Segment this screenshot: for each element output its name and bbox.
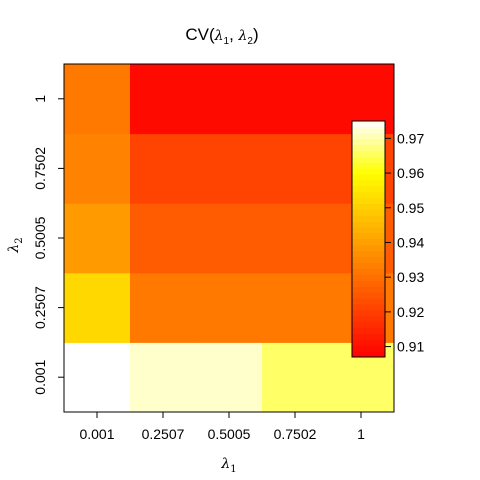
heatmap-cell <box>130 342 197 413</box>
y-tick-label: 0.7502 <box>32 147 48 190</box>
x-tick-label: 0.7502 <box>274 426 317 442</box>
y-tick-label: 0.5005 <box>32 216 48 259</box>
colorbar-frame <box>351 120 386 358</box>
heatmap-cell <box>130 133 197 204</box>
colorbar-step <box>352 244 385 252</box>
colorbar-step <box>352 339 385 346</box>
heatmap-cell <box>64 272 131 343</box>
colorbar-step <box>352 345 385 352</box>
y-axis: 0.001 0.2507 0.5005 0.7502 1 <box>32 95 64 395</box>
x-tick-label: 0.2507 <box>142 426 185 442</box>
colorbar-step <box>352 321 385 328</box>
colorbar-step <box>352 221 385 228</box>
colorbar-step <box>352 351 385 358</box>
colorbar-tick-label: 0.91 <box>397 339 424 355</box>
colorbar-step <box>352 256 385 263</box>
colorbar-step <box>352 303 385 311</box>
colorbar-step <box>352 315 385 322</box>
colorbar-tick-label: 0.94 <box>397 234 424 250</box>
x-axis-label: λ1 <box>220 456 236 475</box>
colorbar-step <box>352 309 385 317</box>
colorbar-tick-label: 0.95 <box>397 200 424 216</box>
x-tick-label: 0.001 <box>79 426 114 442</box>
colorbar-step <box>352 250 385 258</box>
heatmap-cell <box>196 203 263 274</box>
colorbar-tick-label: 0.92 <box>397 304 424 320</box>
colorbar-step <box>352 262 385 269</box>
colorbar-step <box>352 185 385 193</box>
colorbar-step <box>352 156 385 163</box>
colorbar-step <box>352 132 385 140</box>
heatmap-cell <box>262 272 329 343</box>
colorbar-step <box>352 168 385 175</box>
x-tick-label: 1 <box>357 426 365 442</box>
colorbar-step <box>352 268 385 275</box>
heatmap-cell <box>196 64 263 135</box>
y-tick-label: 0.2507 <box>32 286 48 329</box>
colorbar-step <box>352 180 385 187</box>
colorbar-step <box>352 209 385 216</box>
colorbar-step <box>352 292 385 299</box>
y-axis-label: λ2 <box>6 237 25 253</box>
heatmap-cell <box>64 64 131 135</box>
heatmap-cell <box>262 64 329 135</box>
heatmap-cell <box>262 133 329 204</box>
heatmap-cells <box>64 64 395 413</box>
colorbar-step <box>352 144 385 151</box>
colorbar-step <box>352 138 385 145</box>
heatmap-cell <box>64 342 131 413</box>
colorbar-step <box>352 298 385 305</box>
colorbar-step <box>352 191 385 199</box>
heatmap-cell <box>196 133 263 204</box>
heatmap-cell <box>196 342 263 413</box>
colorbar-step <box>352 274 385 281</box>
heatmap-cell <box>262 342 329 413</box>
colorbar-step <box>352 333 385 340</box>
colorbar-step <box>352 215 385 222</box>
heatmap-cell <box>64 203 131 274</box>
colorbar-step <box>352 174 385 181</box>
colorbar-step <box>352 121 385 128</box>
colorbar-tick-label: 0.93 <box>397 269 424 285</box>
colorbar-step <box>352 197 385 204</box>
colorbar-step <box>352 239 385 246</box>
colorbar-step <box>352 126 385 134</box>
heatmap-cell <box>64 133 131 204</box>
chart-title: CV(λ1, λ2) <box>185 25 258 47</box>
colorbar-step <box>352 150 385 157</box>
colorbar-step <box>352 233 385 240</box>
color-legend: 0.91 0.92 0.93 0.94 0.95 0.96 0.97 <box>351 120 424 358</box>
heatmap-cell <box>130 203 197 274</box>
colorbar-step <box>352 280 385 287</box>
colorbar-step <box>352 227 385 234</box>
y-tick-label: 0.001 <box>32 359 48 394</box>
heatmap-cell <box>130 272 197 343</box>
heatmap-cell <box>130 64 197 135</box>
colorbar-tick-label: 0.97 <box>397 130 424 146</box>
heatmap-cell <box>196 272 263 343</box>
x-axis: 0.001 0.2507 0.5005 0.7502 1 <box>79 412 365 442</box>
colorbar-step <box>352 162 385 169</box>
x-tick-label: 0.5005 <box>208 426 251 442</box>
y-tick-label: 1 <box>32 95 48 103</box>
colorbar-step <box>352 203 385 210</box>
colorbar-step <box>352 286 385 293</box>
colorbar-tick-label: 0.96 <box>397 165 424 181</box>
colorbar-step <box>352 327 385 334</box>
heatmap-cell <box>262 203 329 274</box>
